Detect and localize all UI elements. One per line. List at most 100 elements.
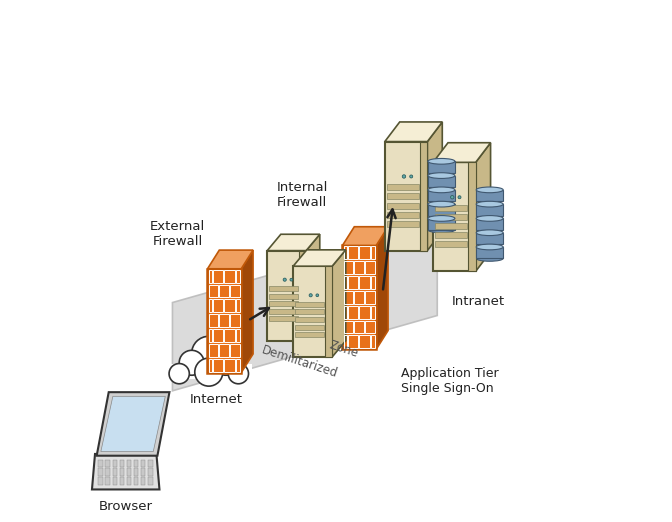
Polygon shape	[435, 205, 467, 211]
Polygon shape	[435, 214, 467, 220]
Circle shape	[450, 196, 454, 199]
Polygon shape	[267, 234, 320, 251]
Polygon shape	[106, 459, 110, 467]
Polygon shape	[386, 194, 419, 199]
Circle shape	[410, 175, 413, 178]
Polygon shape	[435, 241, 467, 247]
Polygon shape	[428, 204, 455, 216]
Ellipse shape	[428, 187, 455, 193]
Polygon shape	[173, 227, 437, 391]
Text: Application Tier
Single Sign-On: Application Tier Single Sign-On	[401, 367, 499, 396]
Polygon shape	[386, 211, 419, 218]
Polygon shape	[468, 162, 476, 271]
Polygon shape	[134, 477, 138, 484]
Polygon shape	[92, 454, 159, 490]
Polygon shape	[127, 459, 131, 467]
Polygon shape	[148, 468, 153, 476]
Polygon shape	[428, 175, 455, 187]
Polygon shape	[433, 143, 491, 162]
Polygon shape	[106, 468, 110, 476]
Circle shape	[228, 363, 249, 384]
Polygon shape	[98, 477, 103, 484]
Polygon shape	[166, 363, 251, 379]
Polygon shape	[141, 468, 145, 476]
Text: Demilitarized: Demilitarized	[260, 344, 339, 381]
Polygon shape	[420, 141, 427, 251]
Polygon shape	[332, 250, 345, 357]
Polygon shape	[435, 223, 467, 229]
Polygon shape	[134, 468, 138, 476]
Polygon shape	[113, 468, 117, 476]
Circle shape	[458, 196, 461, 199]
Polygon shape	[295, 325, 325, 329]
Polygon shape	[428, 161, 455, 173]
Circle shape	[192, 336, 226, 371]
Text: Internal
Firewall: Internal Firewall	[277, 181, 328, 209]
Polygon shape	[148, 459, 153, 467]
Polygon shape	[476, 247, 503, 258]
Circle shape	[316, 294, 319, 296]
Polygon shape	[376, 227, 388, 349]
Polygon shape	[385, 141, 427, 251]
Ellipse shape	[476, 216, 503, 221]
Polygon shape	[269, 294, 298, 299]
Polygon shape	[267, 251, 306, 341]
Ellipse shape	[476, 256, 503, 261]
Circle shape	[403, 175, 406, 178]
Polygon shape	[476, 218, 503, 230]
Polygon shape	[269, 309, 298, 314]
Polygon shape	[325, 266, 332, 357]
Polygon shape	[476, 233, 503, 244]
Polygon shape	[295, 302, 325, 307]
Polygon shape	[208, 250, 253, 269]
Circle shape	[309, 294, 312, 297]
Polygon shape	[428, 218, 455, 230]
Polygon shape	[120, 459, 124, 467]
Polygon shape	[97, 392, 169, 456]
Circle shape	[214, 350, 239, 375]
Polygon shape	[269, 316, 298, 322]
Polygon shape	[98, 459, 103, 467]
Polygon shape	[293, 266, 332, 357]
Polygon shape	[106, 477, 110, 484]
Polygon shape	[208, 269, 241, 373]
Circle shape	[290, 278, 293, 281]
Text: Zone: Zone	[327, 338, 360, 360]
Ellipse shape	[428, 227, 455, 233]
Polygon shape	[433, 162, 476, 271]
Circle shape	[283, 278, 286, 281]
Polygon shape	[299, 251, 306, 341]
Text: External
Firewall: External Firewall	[150, 220, 205, 248]
Polygon shape	[343, 227, 388, 245]
Polygon shape	[295, 310, 325, 314]
Circle shape	[179, 350, 204, 375]
Circle shape	[169, 363, 190, 384]
Polygon shape	[241, 250, 253, 373]
Polygon shape	[306, 234, 320, 341]
Polygon shape	[269, 301, 298, 306]
Polygon shape	[386, 203, 419, 208]
Ellipse shape	[428, 201, 455, 207]
Polygon shape	[435, 232, 467, 239]
Polygon shape	[295, 332, 325, 337]
Polygon shape	[427, 122, 442, 251]
Polygon shape	[134, 459, 138, 467]
Polygon shape	[120, 477, 124, 484]
Ellipse shape	[476, 201, 503, 207]
Polygon shape	[120, 468, 124, 476]
Polygon shape	[127, 477, 131, 484]
Ellipse shape	[476, 187, 503, 193]
Text: Browser: Browser	[99, 500, 153, 513]
Polygon shape	[293, 250, 345, 266]
Polygon shape	[476, 143, 491, 271]
Polygon shape	[113, 459, 117, 467]
Polygon shape	[113, 477, 117, 484]
Polygon shape	[295, 317, 325, 322]
Polygon shape	[141, 477, 145, 484]
Polygon shape	[476, 190, 503, 201]
Polygon shape	[343, 245, 376, 349]
Polygon shape	[428, 190, 455, 201]
Polygon shape	[385, 122, 442, 141]
Text: Internet: Internet	[190, 394, 243, 407]
Polygon shape	[141, 459, 145, 467]
